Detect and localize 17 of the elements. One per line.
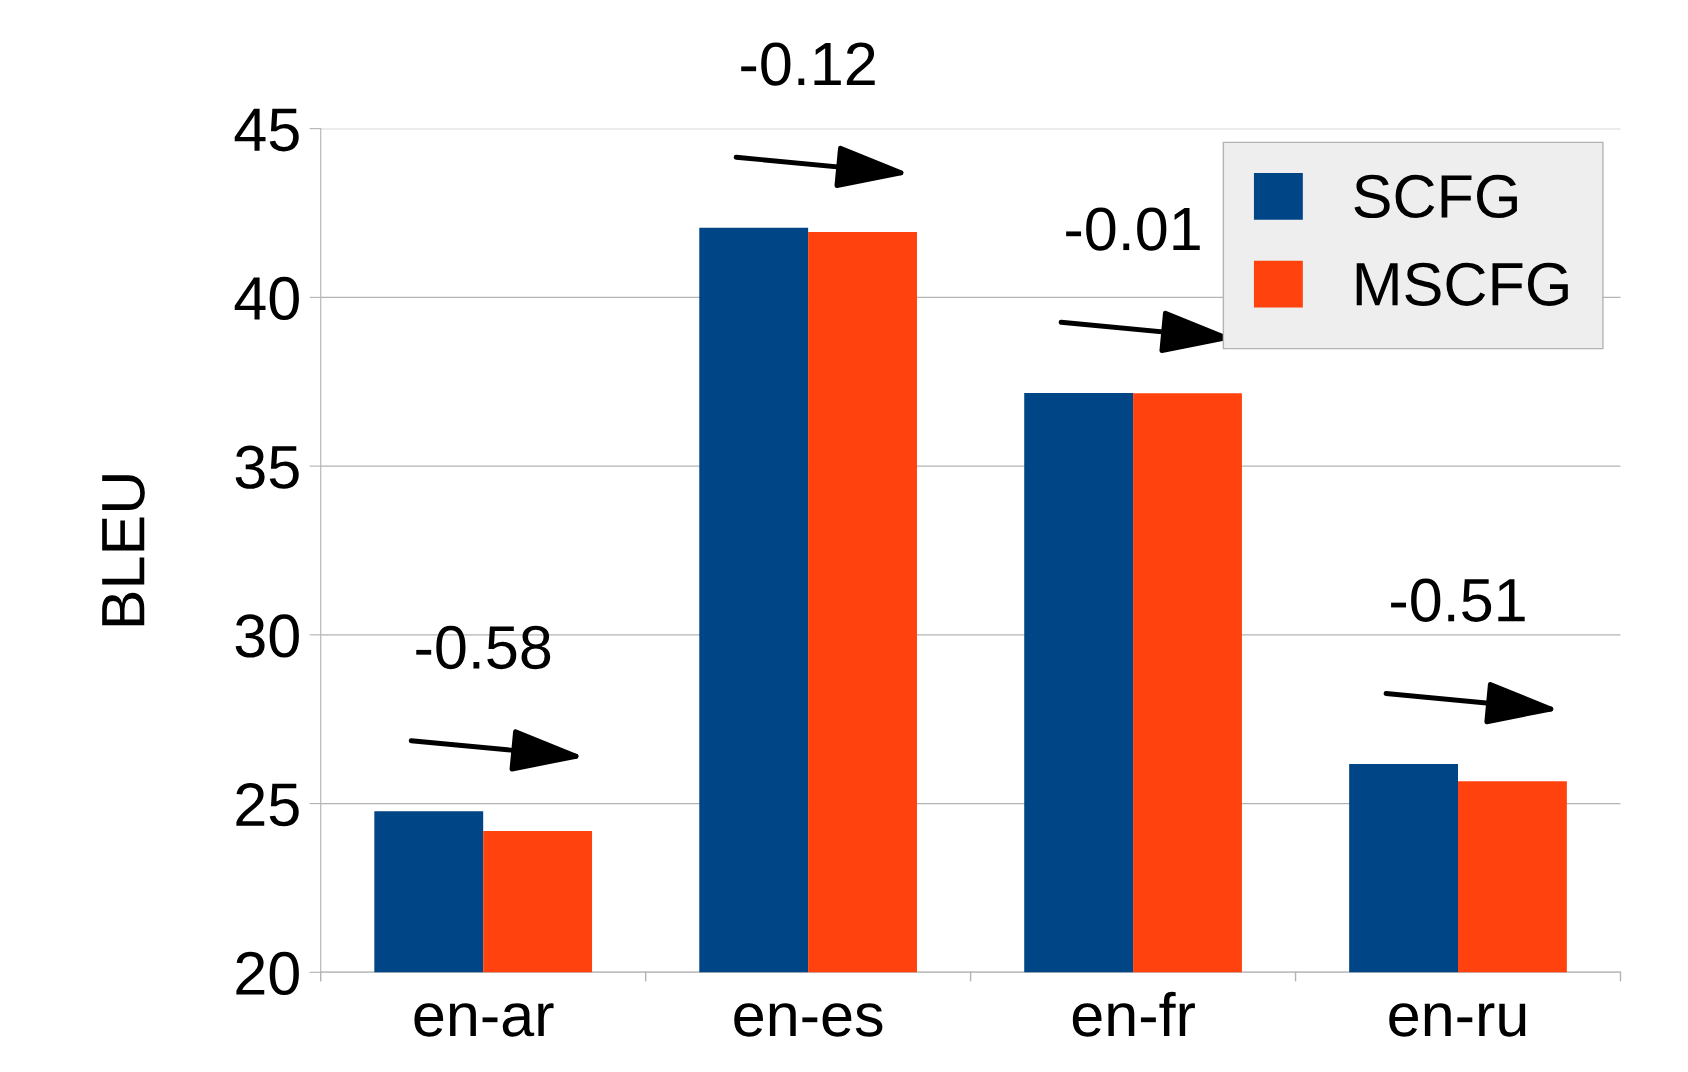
text: -0.12 [741,42,875,86]
x-tick-label: en-ru [1389,1003,1526,1037]
y-axis-title: BLEU [102,475,145,626]
annotation: -0.51 [1391,578,1525,622]
y-tick-label: 25 [236,783,299,827]
y-tick-label: 40 [234,276,299,321]
legend-label: MSCFG [1356,262,1568,306]
y-tick-label: 20 [236,951,299,996]
y-tick-label: 30 [235,614,299,658]
x-tick-label: en-es [734,1003,883,1037]
legend-label: SCFG [1354,174,1517,219]
annotation: -0.58 [416,625,551,670]
x-tick-label: en-ar [414,1003,554,1037]
x-tick-label: en-fr [1072,991,1195,1037]
y-tick-label: 45 [234,108,299,152]
y-tick-label: 35 [235,445,299,489]
annotation: -0.01 [1066,207,1200,251]
